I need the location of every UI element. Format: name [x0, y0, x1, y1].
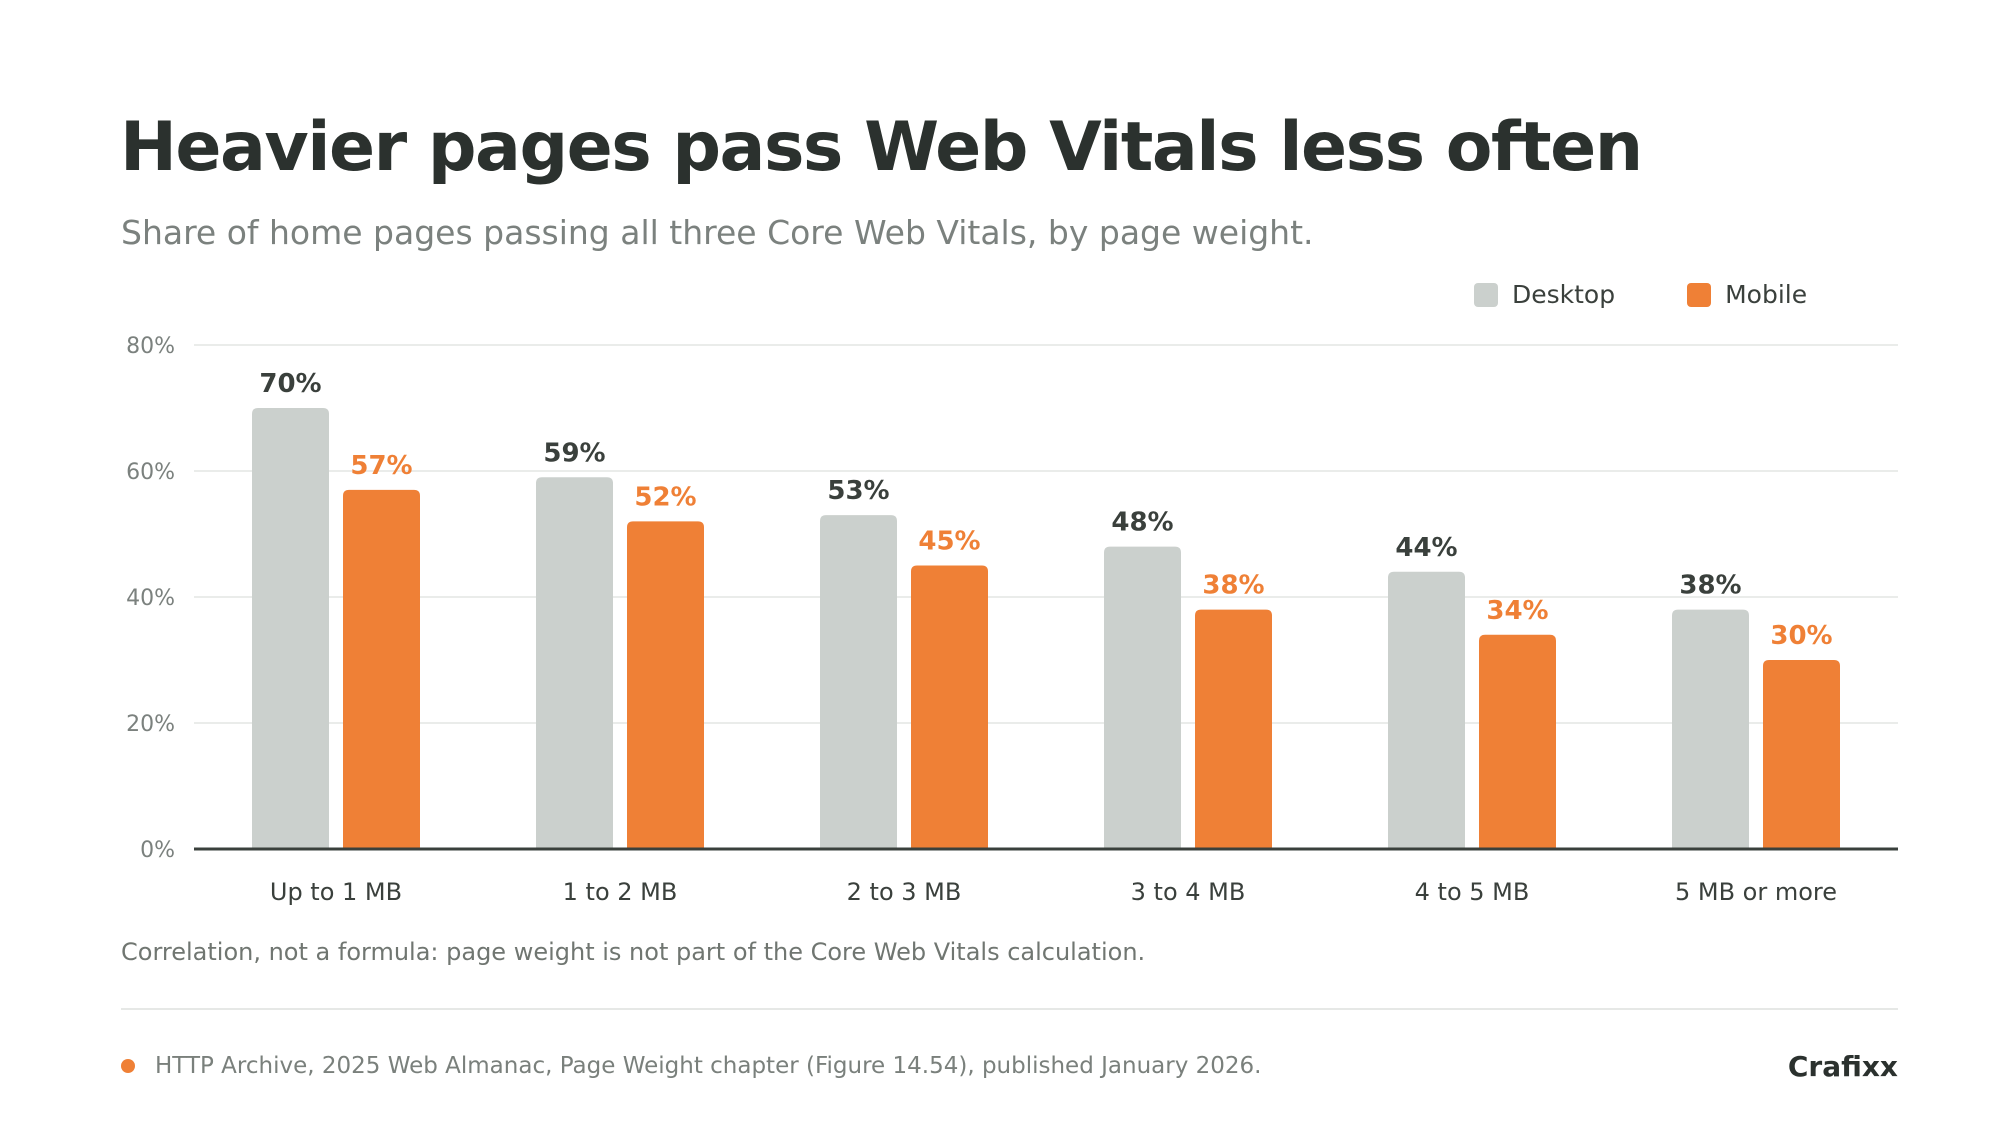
legend-label-mobile: Mobile	[1725, 280, 1808, 309]
bar-desktop	[252, 408, 329, 849]
data-label-mobile: 38%	[1202, 571, 1264, 601]
x-tick-label: 4 to 5 MB	[1415, 878, 1530, 906]
chart-title: Heavier pages pass Web Vitals less often	[120, 108, 1643, 187]
bar-mobile	[627, 521, 704, 849]
source-dot-icon	[121, 1059, 135, 1073]
legend-label-desktop: Desktop	[1512, 280, 1616, 309]
x-tick-label: 1 to 2 MB	[563, 878, 678, 906]
y-tick-label: 60%	[126, 460, 175, 485]
x-tick-label: Up to 1 MB	[270, 878, 402, 906]
data-label-desktop: 70%	[259, 369, 321, 399]
bar-desktop	[1388, 571, 1465, 849]
bar-mobile	[1195, 609, 1272, 849]
bar-mobile	[1479, 634, 1556, 849]
y-tick-label: 0%	[140, 838, 175, 863]
x-tick-label: 5 MB or more	[1675, 878, 1837, 906]
bar-desktop	[1104, 546, 1181, 849]
bar-desktop	[820, 515, 897, 849]
bar-mobile	[1763, 660, 1840, 849]
data-label-desktop: 53%	[827, 476, 889, 506]
y-tick-label: 80%	[126, 334, 175, 359]
data-label-desktop: 59%	[543, 438, 605, 468]
legend-swatch-mobile	[1687, 282, 1712, 307]
data-label-mobile: 52%	[634, 482, 696, 512]
legend-item-desktop: Desktop	[1474, 280, 1615, 309]
x-tick-label: 2 to 3 MB	[847, 878, 962, 906]
legend: Desktop Mobile	[1474, 280, 1807, 309]
data-label-desktop: 38%	[1679, 571, 1741, 601]
x-tick-label: 3 to 4 MB	[1131, 878, 1246, 906]
y-tick-label: 20%	[126, 712, 175, 737]
source-text: HTTP Archive, 2025 Web Almanac, Page Wei…	[155, 1053, 1262, 1079]
source-line: HTTP Archive, 2025 Web Almanac, Page Wei…	[121, 1053, 1261, 1079]
data-label-mobile: 45%	[918, 527, 980, 557]
data-label-desktop: 44%	[1395, 533, 1457, 563]
bar-desktop	[536, 477, 613, 849]
bar-mobile	[911, 565, 988, 849]
chart-subtitle: Share of home pages passing all three Co…	[121, 213, 1314, 252]
bar-desktop	[1672, 609, 1749, 849]
data-label-mobile: 34%	[1486, 596, 1548, 626]
data-label-mobile: 57%	[350, 451, 412, 481]
legend-item-mobile: Mobile	[1687, 280, 1807, 309]
data-label-mobile: 30%	[1770, 621, 1832, 651]
data-label-desktop: 48%	[1111, 508, 1173, 538]
bar-mobile	[343, 489, 420, 849]
brand-logo: Crafixx	[1787, 1050, 1898, 1083]
chart-note: Correlation, not a formula: page weight …	[121, 938, 1146, 966]
footer-divider	[121, 1008, 1898, 1010]
y-tick-label: 40%	[126, 586, 175, 611]
legend-swatch-desktop	[1474, 282, 1498, 307]
